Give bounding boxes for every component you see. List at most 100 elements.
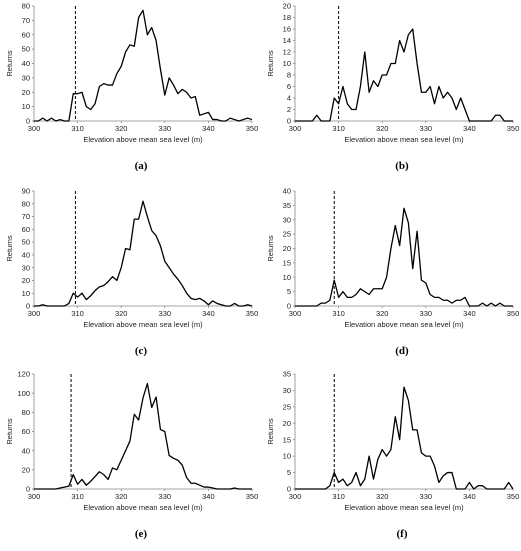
- chart-panel-b: 0 2 4 6 8 10 12 14 16 18 20 300 310 320 330 340 350 Eleva…: [261, 0, 521, 183]
- x-tick-label: 310: [332, 492, 345, 501]
- y-axis-label: Returns: [5, 418, 14, 445]
- x-tick-label: 300: [289, 124, 302, 133]
- series-line: [34, 382, 252, 490]
- x-tick-label: 330: [159, 492, 172, 501]
- y-tick-label: 10: [22, 289, 30, 298]
- y-tick-label: 0: [287, 117, 291, 126]
- series-line: [295, 207, 513, 307]
- y-tick-label: 5: [287, 468, 291, 477]
- y-tick-label: 0: [287, 302, 291, 311]
- y-tick-label: 30: [22, 73, 30, 82]
- y-axis-label: Returns: [266, 235, 275, 262]
- chart-svg-e: 0 20 40 60 80 100 120 300 310 320 330 340 350 Elevati…: [5, 370, 259, 540]
- panel-caption: (a): [135, 160, 148, 172]
- x-tick-label: 350: [507, 492, 520, 501]
- x-tick-label: 320: [376, 309, 389, 318]
- y-axis-label: Returns: [266, 50, 275, 77]
- y-tick-label: 20: [283, 419, 291, 428]
- x-tick-label: 320: [376, 492, 389, 501]
- x-tick-label: 300: [289, 309, 302, 318]
- y-tick-label: 14: [283, 36, 291, 45]
- x-tick-label: 320: [115, 124, 128, 133]
- x-tick-label: 300: [28, 492, 41, 501]
- x-axis-label: Elevation above mean sea level (m): [83, 503, 203, 512]
- x-tick-label: 350: [507, 124, 520, 133]
- y-tick-label: 100: [17, 389, 30, 398]
- y-tick-label: 30: [283, 386, 291, 395]
- y-tick-label: 0: [26, 485, 30, 494]
- y-tick-label: 10: [283, 452, 291, 461]
- x-tick-label: 330: [420, 492, 433, 501]
- y-tick-label: 60: [22, 427, 30, 436]
- chart-svg-b: 0 2 4 6 8 10 12 14 16 18 20 300 310 320 330 340 350 Eleva…: [266, 2, 520, 172]
- y-tick-label: 0: [26, 302, 30, 311]
- y-tick-label: 30: [22, 263, 30, 272]
- y-tick-label: 20: [22, 88, 30, 97]
- y-tick-label: 4: [287, 94, 291, 103]
- y-tick-label: 5: [287, 287, 291, 296]
- y-tick-label: 40: [283, 187, 291, 196]
- y-tick-label: 18: [283, 13, 291, 22]
- y-tick-label: 35: [283, 370, 291, 379]
- y-tick-label: 60: [22, 30, 30, 39]
- y-tick-label: 70: [22, 16, 30, 25]
- y-tick-label: 6: [287, 82, 291, 91]
- x-tick-label: 300: [289, 492, 302, 501]
- chart-panel-c: 0 10 20 30 40 50 60 70 80 90 300 310 320 330 340 350 Ele…: [0, 185, 260, 368]
- x-tick-label: 320: [376, 124, 389, 133]
- chart-svg-c: 0 10 20 30 40 50 60 70 80 90 300 310 320 330 340 350 Ele…: [5, 187, 258, 357]
- x-tick-label: 330: [420, 309, 433, 318]
- y-axis-label: Returns: [5, 235, 14, 262]
- y-tick-label: 15: [283, 258, 291, 267]
- series-line: [34, 9, 253, 122]
- x-tick-label: 350: [246, 492, 259, 501]
- y-tick-label: 25: [283, 402, 291, 411]
- x-tick-label: 310: [332, 309, 345, 318]
- panel-caption: (f): [397, 528, 408, 540]
- y-tick-label: 35: [283, 201, 291, 210]
- series-line: [295, 386, 514, 490]
- x-axis-label: Elevation above mean sea level (m): [344, 320, 464, 329]
- chart-panel-e: 0 20 40 60 80 100 120 300 310 320 330 340 350 Elevati…: [0, 368, 260, 551]
- chart-svg-f: 0 5 10 15 20 25 30 35 300 310 320 330 340 350 Elevatio…: [266, 370, 520, 540]
- x-tick-label: 340: [202, 124, 215, 133]
- panel-caption: (e): [135, 528, 148, 540]
- y-tick-label: 25: [283, 230, 291, 239]
- x-tick-label: 340: [463, 309, 476, 318]
- x-tick-label: 330: [159, 309, 172, 318]
- y-axis-label: Returns: [5, 50, 14, 77]
- x-tick-label: 310: [71, 309, 84, 318]
- y-tick-label: 2: [287, 105, 291, 114]
- x-tick-label: 350: [246, 124, 259, 133]
- x-tick-label: 320: [115, 492, 128, 501]
- chart-panel-d: 0 5 10 15 20 25 30 35 40 300 310 320 330 340 350 Elevat…: [261, 185, 521, 368]
- chart-panel-f: 0 5 10 15 20 25 30 35 300 310 320 330 340 350 Elevatio…: [261, 368, 521, 551]
- y-tick-label: 90: [22, 187, 30, 196]
- y-tick-label: 16: [283, 25, 291, 34]
- chart-svg-d: 0 5 10 15 20 25 30 35 40 300 310 320 330 340 350 Elevat…: [266, 187, 520, 357]
- y-tick-label: 12: [283, 48, 291, 57]
- x-tick-label: 300: [28, 124, 41, 133]
- panel-caption: (b): [395, 160, 409, 172]
- y-tick-label: 80: [22, 199, 30, 208]
- y-tick-label: 30: [283, 215, 291, 224]
- x-tick-label: 350: [507, 309, 520, 318]
- y-tick-label: 10: [283, 59, 291, 68]
- x-tick-label: 340: [463, 492, 476, 501]
- y-tick-label: 40: [22, 59, 30, 68]
- y-tick-label: 80: [22, 408, 30, 417]
- y-tick-label: 10: [283, 273, 291, 282]
- x-tick-label: 300: [28, 309, 41, 318]
- x-axis-label: Elevation above mean sea level (m): [344, 135, 464, 144]
- y-tick-label: 20: [283, 2, 291, 11]
- y-tick-label: 80: [22, 2, 30, 11]
- x-tick-label: 330: [159, 124, 172, 133]
- y-tick-label: 50: [22, 238, 30, 247]
- series-line: [34, 200, 253, 307]
- chart-panel-a: 0 10 20 30 40 50 60 70 80 300 310 320 330 340 350 Eleva…: [0, 0, 260, 183]
- panel-caption: (d): [395, 345, 409, 357]
- x-tick-label: 310: [71, 492, 84, 501]
- y-tick-label: 70: [22, 212, 30, 221]
- y-tick-label: 15: [283, 435, 291, 444]
